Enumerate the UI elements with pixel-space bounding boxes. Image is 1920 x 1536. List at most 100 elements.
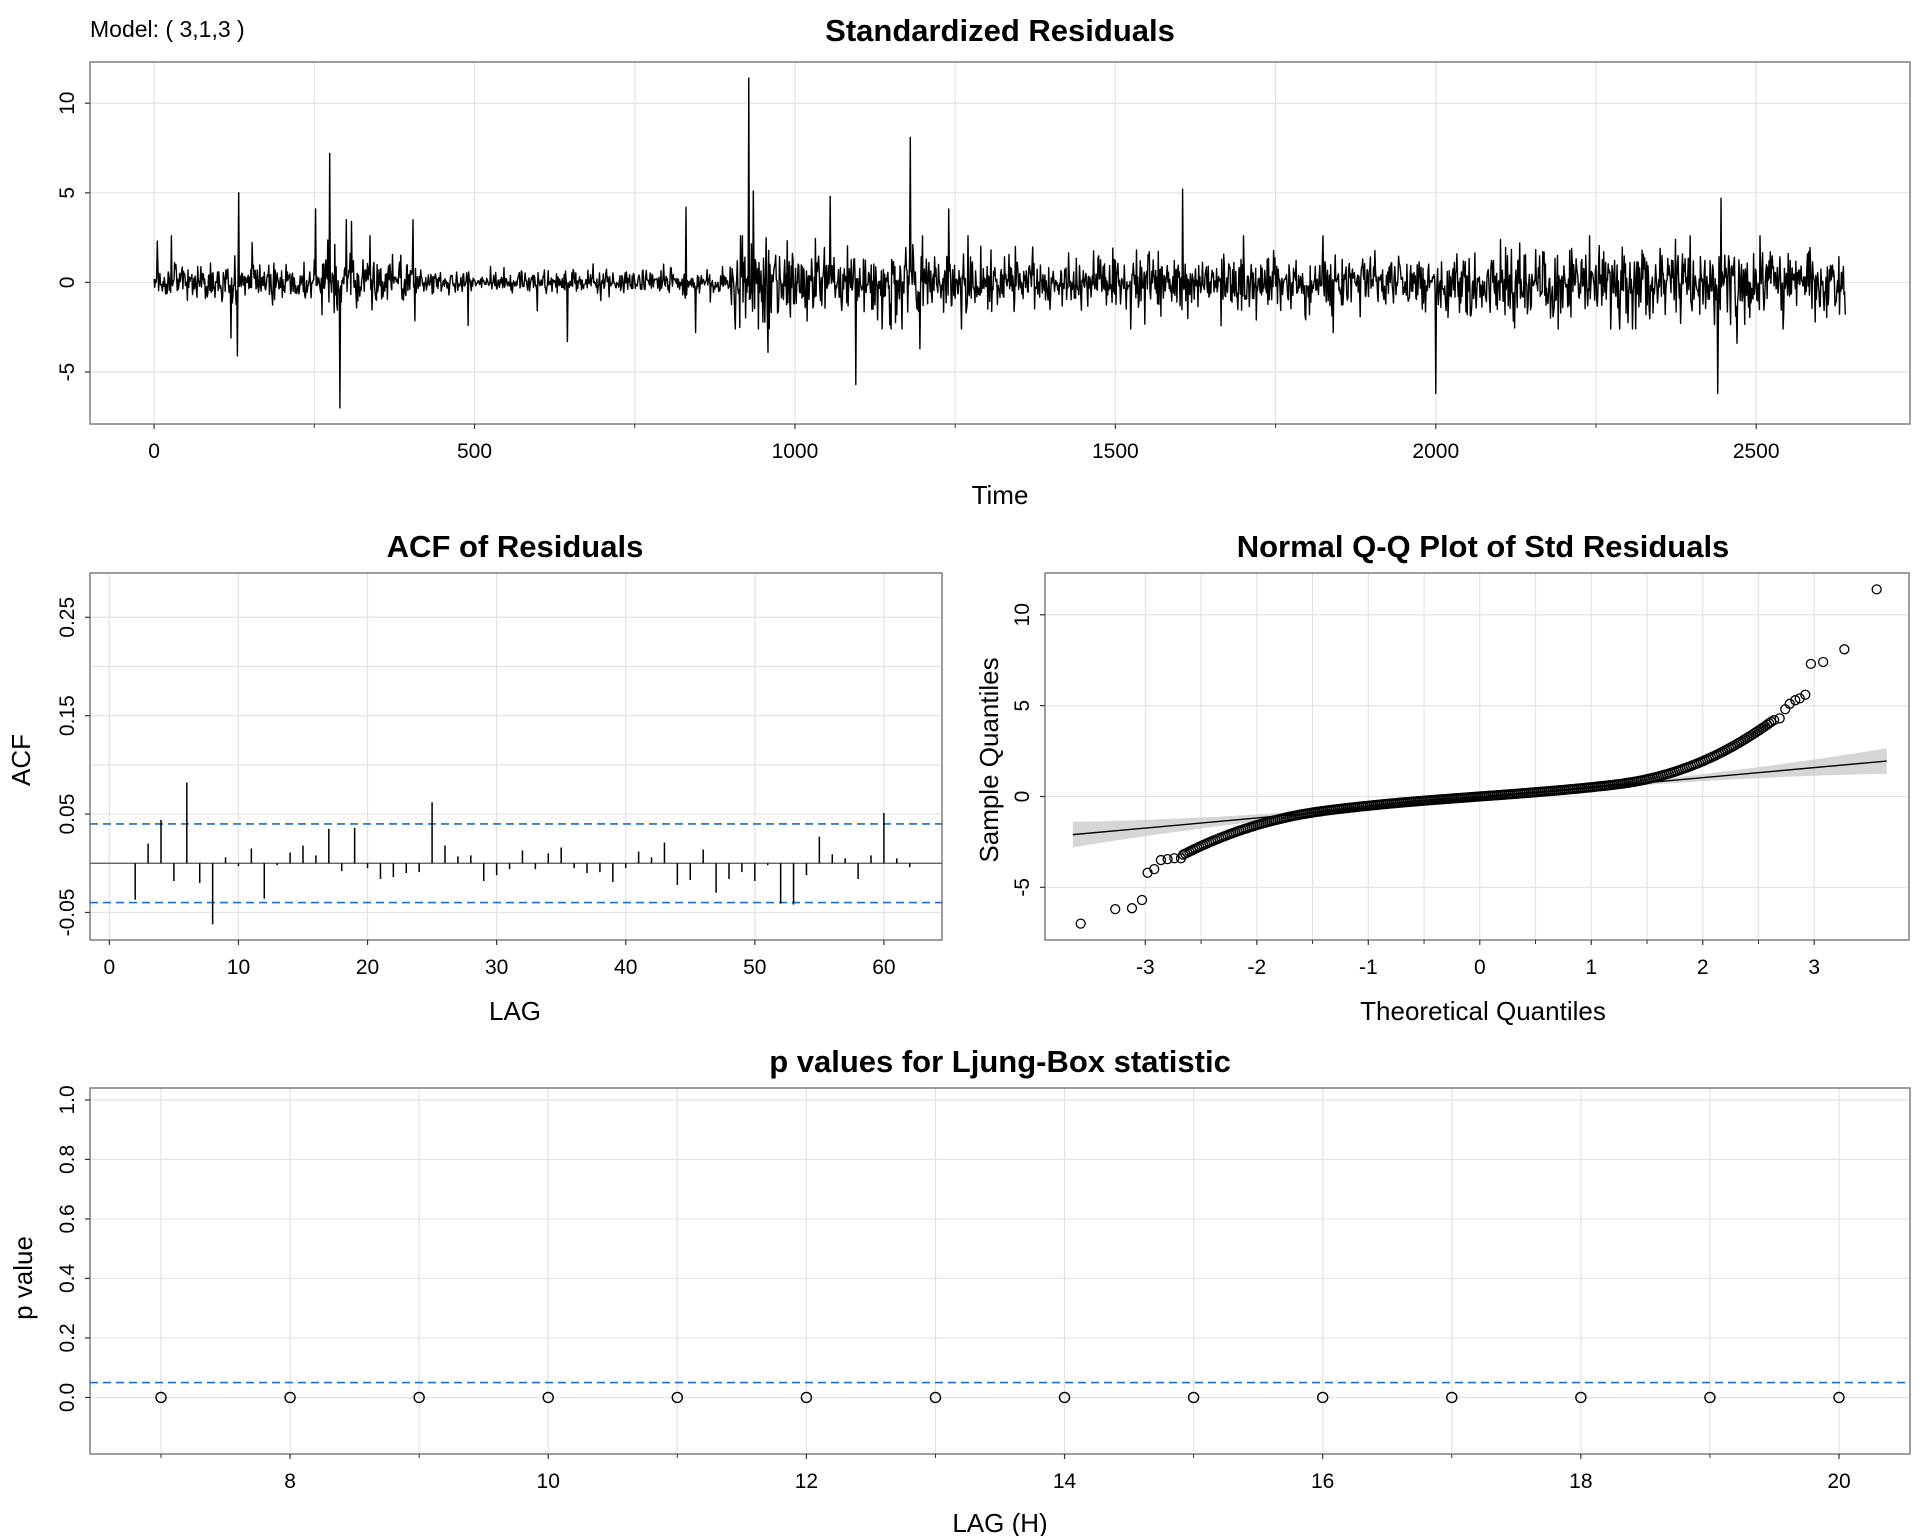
acf-xtick-label: 0 (104, 956, 116, 979)
qq-title: Normal Q-Q Plot of Std Residuals (1237, 529, 1730, 564)
residuals-panel: 0 500 1000 1500 2000 2500 -5 0 5 10 Standardized … (56, 13, 1911, 510)
ljungbox-plot-area (90, 1088, 1910, 1454)
acf-body: 0 10 20 30 40 50 60 -0.05 0.05 0.15 0.25 (56, 572, 943, 979)
model-label: Model: ( 3,1,3 ) (90, 16, 245, 42)
qq-point-extreme (1784, 698, 1795, 709)
ljungbox-ytick-label: 0.0 (56, 1383, 79, 1412)
acf-xtick-label: 60 (872, 956, 895, 979)
qq-point (1766, 716, 1777, 727)
ljungbox-xtick-label: 14 (1053, 1470, 1077, 1493)
qq-xtick-label: 3 (1808, 956, 1820, 979)
ljungbox-point-lag-12 (800, 1391, 813, 1404)
ljungbox-xtick-label: 8 (284, 1470, 296, 1493)
qq-point-extreme (1818, 656, 1829, 668)
qq-point-extreme (1790, 695, 1801, 706)
acf-title: ACF of Residuals (387, 529, 644, 564)
qq-grid (1045, 573, 1909, 940)
acf-ytick-label: -0.05 (56, 889, 79, 937)
ljungbox-point-lag-15 (1187, 1391, 1200, 1404)
qq-xlabel: Theoretical Quantiles (1360, 996, 1606, 1026)
qq-point-extreme (1768, 715, 1780, 726)
qq-point-extreme (1126, 903, 1138, 914)
ljungbox-point-lag-8 (284, 1391, 296, 1404)
acf-xtick-label: 50 (743, 956, 766, 979)
residuals-frame (89, 61, 1911, 425)
residuals-ytick-label: 10 (56, 92, 79, 115)
qq-plot-area (1045, 573, 1909, 940)
qq-point-extreme (1805, 658, 1817, 669)
acf-xtick-label: 20 (356, 956, 379, 979)
qq-point-extreme (1175, 853, 1187, 864)
acf-xtick-label: 40 (614, 956, 637, 979)
qq-points (1075, 584, 1882, 929)
qq-body: -3 -2 -1 0 1 2 3 -5 0 5 10 (1011, 572, 1910, 979)
acf-frame (89, 572, 943, 941)
ljungbox-xlabel: LAG (H) (952, 1508, 1047, 1536)
ljungbox-xtick-label: 10 (537, 1470, 560, 1493)
acf-ytick-label: 0.15 (56, 695, 79, 736)
residuals-xtick-label: 1000 (772, 440, 819, 463)
residuals-xtick-label: 2000 (1412, 440, 1459, 463)
residuals-ytick-label: 5 (56, 187, 79, 199)
residuals-series-line (153, 77, 1846, 409)
qq-point-extreme (1136, 894, 1148, 906)
qq-xtick-label: 0 (1474, 956, 1486, 979)
ljungbox-point-lag-20 (1833, 1391, 1845, 1404)
ljungbox-ytick-label: 0.2 (56, 1323, 79, 1352)
ljungbox-point-lag-19 (1704, 1391, 1716, 1404)
residuals-ytick-label: 0 (56, 277, 79, 289)
residuals-xtick-label: 1500 (1092, 440, 1139, 463)
ljungbox-point-lag-13 (929, 1391, 942, 1404)
acf-panel: 0 10 20 30 40 50 60 -0.05 0.05 0.15 0.25 ACF of Re… (6, 529, 943, 1026)
ljungbox-point-lag-7 (155, 1391, 167, 1404)
qq-xtick-label: -3 (1136, 956, 1155, 979)
qq-ytick-label: 10 (1011, 603, 1034, 626)
qq-point-extreme (1075, 918, 1086, 929)
qq-point-extreme (1871, 584, 1882, 595)
qq-xtick-label: 1 (1585, 956, 1597, 979)
ljungbox-point-lag-10 (542, 1391, 554, 1404)
ljungbox-ylabel: p value (8, 1236, 38, 1320)
ljungbox-ytick-label: 0.8 (56, 1145, 79, 1174)
qq-point-extreme (1774, 713, 1785, 724)
residuals-plot-area (90, 62, 1910, 424)
ljungbox-ytick-label: 1.0 (56, 1085, 79, 1114)
acf-xtick-label: 10 (227, 956, 250, 979)
qq-point-extreme (1169, 853, 1180, 864)
ljungbox-ytick-label: 0.4 (56, 1264, 79, 1294)
acf-ytick-label: 0.05 (56, 794, 79, 835)
qq-frame (1044, 572, 1910, 941)
acf-xlabel: LAG (489, 996, 541, 1026)
residuals-title: Standardized Residuals (825, 13, 1175, 48)
qq-ytick-label: 5 (1011, 700, 1034, 712)
residuals-xlabel: Time (972, 480, 1029, 510)
acf-grid (90, 573, 942, 940)
ljungbox-point-lag-11 (671, 1391, 684, 1404)
ljungbox-point-lag-9 (413, 1391, 425, 1404)
residuals-xtick-label: 0 (148, 440, 160, 463)
ljungbox-xtick-label: 20 (1827, 1470, 1850, 1493)
qq-xtick-label: -1 (1359, 956, 1378, 979)
ljungbox-point-lag-16 (1316, 1391, 1329, 1404)
qq-point-extreme (1839, 644, 1850, 655)
ljungbox-point-lag-14 (1058, 1391, 1071, 1404)
acf-xtick-label: 30 (485, 956, 508, 979)
residuals-ytick-label: -5 (56, 363, 79, 382)
ljungbox-xtick-label: 16 (1311, 1470, 1334, 1493)
residuals-body: 0 500 1000 1500 2000 2500 -5 0 5 10 (56, 61, 1911, 463)
qq-point-extreme (1155, 854, 1167, 866)
ljungbox-xtick-label: 12 (795, 1470, 818, 1493)
qq-point-extreme (1800, 689, 1811, 700)
qq-ytick-label: -5 (1011, 878, 1034, 897)
qq-ylabel: Sample Quantiles (974, 657, 1004, 862)
qq-xtick-label: 2 (1697, 956, 1709, 979)
residuals-xtick-label: 500 (457, 440, 492, 463)
ljungbox-panel: 8 10 12 14 16 18 20 0.0 0.2 0.4 0.6 0.8 1.0 p values… (8, 1044, 1911, 1536)
ljungbox-title: p values for Ljung-Box statistic (769, 1044, 1231, 1079)
qq-xtick-label: -2 (1247, 956, 1266, 979)
ljungbox-point-lag-18 (1575, 1391, 1587, 1404)
acf-plot-area (90, 573, 942, 940)
acf-ylabel: ACF (6, 734, 36, 786)
residuals-xtick-label: 2500 (1733, 440, 1780, 463)
